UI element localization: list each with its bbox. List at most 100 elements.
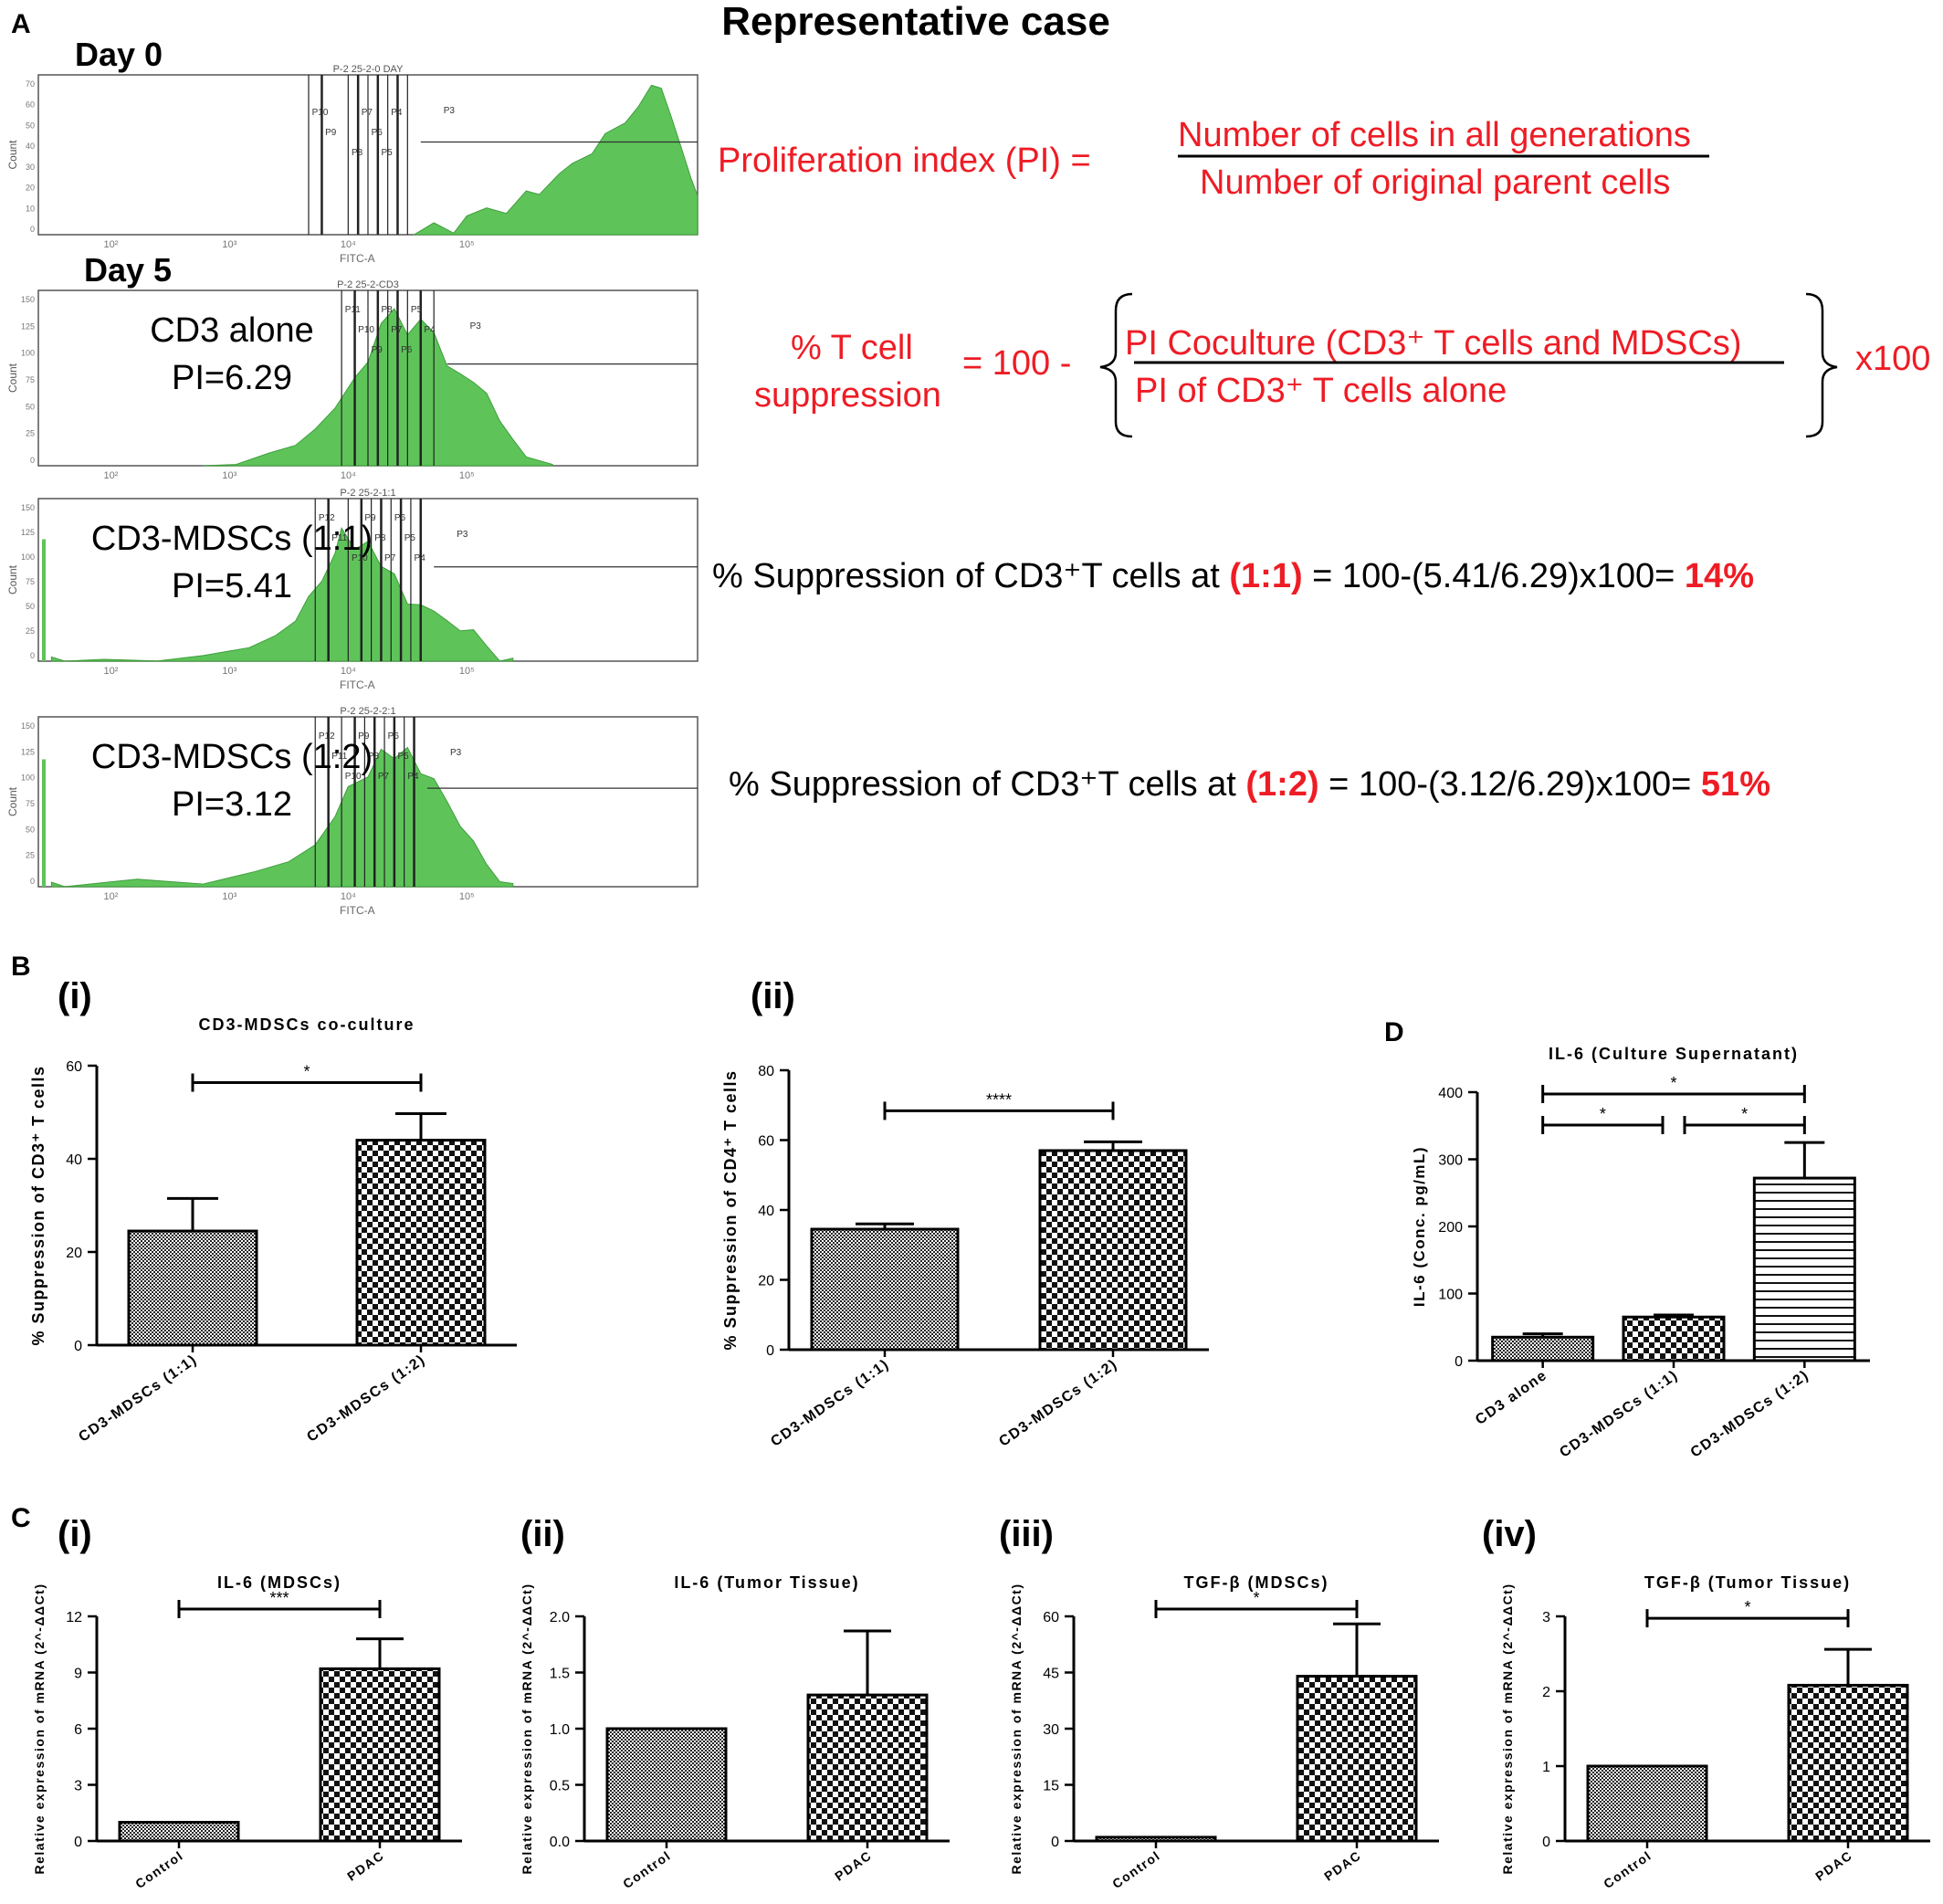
histogram-xtick: 10⁵ [459,239,475,250]
x-tick-label: PDAC [832,1847,875,1883]
histogram-xtick: 10⁴ [341,470,356,481]
gate-label: P10 [352,553,368,563]
bar-0 [118,1821,240,1843]
gate-label: P10 [312,108,329,118]
y-tick-label: 0.5 [550,1779,570,1794]
bar-1 [319,1667,441,1843]
suppression-formula: % T cell suppression = 100 - PI Cocultur… [754,292,1930,438]
y-axis-label: Relative expression of mRNA (2^-ΔΔCt) [1009,1583,1024,1875]
histogram-spike [42,759,46,887]
y-tick-label: 30 [1043,1722,1059,1738]
bar-0 [605,1727,728,1843]
histogram-xlabel: FITC-A [340,678,375,691]
gate-label: P3 [444,106,456,116]
chart-C-iv: TGF-β (Tumor Tissue) 0 1 2 3 Relative express… [1500,1573,1930,1891]
y-tick-label: 45 [1043,1667,1059,1682]
panel-c-iv-label: (iv) [1482,1514,1537,1554]
y-tick-label: 40 [66,1152,82,1168]
x-tick-label: Control [1109,1847,1163,1891]
histogram-spike [42,539,46,661]
gate-label: P7 [378,772,390,782]
gate-label: P3 [470,321,482,331]
x-tick-label: CD3-MDSCs (1:1) [76,1352,200,1445]
histogram-ytick: 40 [26,142,35,151]
histogram-ytick: 125 [21,528,35,537]
histogram-xtick: 10⁴ [341,891,356,902]
histogram-ytick: 10 [26,204,35,213]
histogram-header: P-2 25-2-CD3 [337,279,399,290]
histogram-ytick: 50 [26,402,35,411]
chart-C-ii: IL-6 (Tumor Tissue) 0.0 0.5 1.0 1.5 2.0 Relati… [520,1573,950,1891]
histogram-ytick: 25 [26,626,35,636]
histogram-ytick: 25 [26,851,35,860]
y-tick-label: 0 [1051,1835,1059,1850]
y-tick-label: 0 [74,1339,82,1354]
histogram-xtick: 10³ [222,239,236,250]
bar-1 [1296,1675,1418,1843]
gate-label: P6 [388,731,400,742]
histogram-ytick: 150 [21,503,35,512]
suppression-denominator: PI of CD3⁺ T cells alone [1135,372,1507,410]
y-tick-label: 3 [74,1779,82,1794]
panel-d-letter: D [1384,1017,1404,1047]
histogram-ytick: 0 [30,651,35,660]
histogram-header: P-2 25-2-1:1 [340,488,395,499]
y-tick-label: 400 [1438,1086,1463,1101]
histogram-ytick: 150 [21,721,35,731]
histogram-ytick: 50 [26,602,35,611]
histogram-ytick: 125 [21,321,35,331]
histogram-2: P-2 25-2-1:1 Count 0 25 50 75 100 125 150 10² 10³ 1… [6,488,698,691]
y-axis-label: Relative expression of mRNA (2^-ΔΔCt) [1500,1583,1515,1875]
panel-c-letter: C [11,1503,31,1533]
y-tick-label: 20 [66,1246,82,1261]
bar-1 [806,1693,929,1843]
pi-formula-denominator: Number of original parent cells [1200,163,1670,202]
gate-label: P5 [404,533,416,543]
x-tick-label: PDAC [1321,1847,1364,1883]
x-tick-label: CD3-MDSCs (1:2) [1688,1367,1812,1460]
y-tick-label: 60 [66,1059,82,1075]
pi-label: PI=3.12 [172,785,292,824]
histogram-ytick: 70 [26,79,35,89]
gate-label: P8 [368,752,380,762]
histogram-ytick: 125 [21,747,35,756]
significance-label: * [1600,1105,1606,1123]
y-tick-label: 3 [1542,1610,1550,1625]
day-label: Day 5 [84,251,172,289]
gate-label: P4 [391,108,403,118]
y-tick-label: 200 [1438,1220,1463,1236]
y-axis-label: Relative expression of mRNA (2^-ΔΔCt) [520,1583,534,1875]
suppression-equals: = 100 - [962,344,1071,383]
significance-label: *** [269,1589,289,1607]
y-tick-label: 60 [1043,1610,1059,1625]
day-label: Day 0 [75,36,163,73]
histogram-ytick: 60 [26,100,35,110]
y-tick-label: 0 [1455,1354,1463,1370]
sample-label: CD3-MDSCs (1:2) [91,738,373,776]
histogram-ytick: 100 [21,773,35,783]
panel-a-letter: A [11,9,31,39]
gate-label: P5 [381,148,393,158]
histogram-profile [50,746,514,888]
y-tick-label: 0 [1542,1835,1550,1850]
y-tick-label: 0 [74,1835,82,1850]
bar-1 [1622,1315,1726,1362]
gate-label: P10 [345,772,362,782]
significance-label: * [1744,1598,1750,1616]
histogram-ytick: 0 [30,225,35,234]
histogram-ylabel: Count [6,786,19,816]
gate-label: P8 [374,533,386,543]
gate-label: P10 [358,325,374,335]
significance-label: * [1670,1074,1676,1092]
gate-label: P8 [381,305,393,315]
gate-label: P9 [325,128,337,138]
panel-b-i-label: (i) [58,976,92,1016]
chart-title: CD3-MDSCs co-culture [198,1015,415,1034]
histogram-ytick: 100 [21,349,35,358]
y-tick-label: 1.0 [550,1722,570,1738]
calc-1-1: % Suppression of CD3⁺T cells at (1:1) = … [712,557,1754,595]
y-tick-label: 40 [758,1204,774,1219]
y-tick-label: 0.0 [550,1835,570,1850]
x-tick-label: Control [620,1847,674,1891]
